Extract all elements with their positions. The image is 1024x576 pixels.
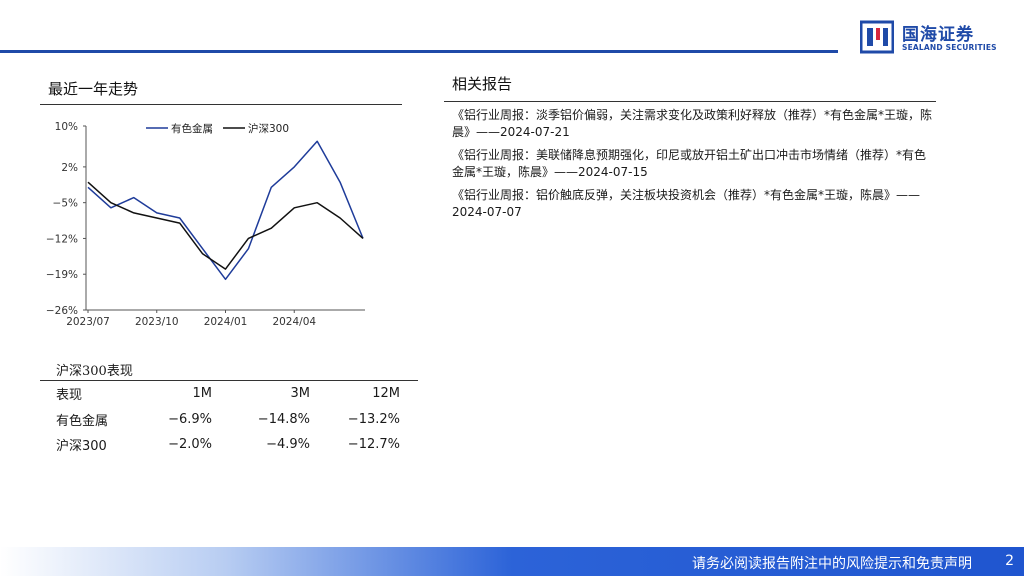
x-tick-label: 2023/07 [66,316,110,328]
performance-top-rule [40,380,418,381]
table-header-cell: 12M [372,386,400,402]
table-cell: −13.2% [347,411,400,427]
trend-chart-svg: 10% 2% −5% −12% −19% −26%2023/07 2023/10 2024/0… [46,121,365,328]
table-cell: −6.9% [168,411,212,427]
table-header-cell: 3M [290,386,311,402]
series-line-nonferrous [87,140,364,281]
table-header-cell: 表现 [56,388,83,404]
footer-bar: 请务必阅读报告附注中的风险提示和免责声明 2 [0,547,1024,576]
report-item: 《铝行业周报：淡季铝价偏弱，关注需求变化及政策利好释放（推荐）*有色金属*王璇，… [452,108,933,139]
table-cell: 沪深300 [56,439,107,455]
legend-label: 沪深300 [248,122,289,135]
table-header-row: 表现 1M 3M 12M [56,381,400,407]
related-reports-title: 相关报告 [452,75,513,93]
logo-chinese-name: 国海证券 [902,25,974,45]
y-tick-label: 10% [55,121,78,133]
x-tick-label: 2023/10 [135,316,179,328]
performance-title: 沪深300表现 [56,364,133,379]
x-tick-label: 2024/01 [204,316,248,328]
y-tick-label: −5% [53,198,78,210]
y-tick-label: −19% [46,269,78,281]
table-row: 沪深300 −2.0% −4.9% −12.7% [56,432,400,458]
page-number: 2 [1005,553,1014,569]
related-reports-list: 《铝行业周报：淡季铝价偏弱，关注需求变化及政策利好释放（推荐）*有色金属*王璇，… [452,107,932,227]
x-tick-label: 2024/04 [272,316,316,328]
y-tick-label: 2% [61,162,78,174]
table-cell: −4.9% [266,437,310,453]
report-item: 《铝行业周报：美联储降息预期强化，印尼或放开铝土矿出口冲击市场情绪（推荐）*有色… [452,148,927,179]
y-tick-label: −12% [46,233,78,245]
legend-label: 有色金属 [171,122,213,135]
series-line-csi300 [87,181,364,270]
table-cell: −2.0% [168,437,212,453]
y-tick-label: −26% [46,305,78,317]
trend-section-title: 最近一年走势 [48,80,139,98]
trend-title-rule [40,104,402,105]
table-header-cell: 1M [192,386,213,402]
performance-table: 表现 1M 3M 12M 有色金属 −6.9% −14.8% −13.2% 沪深… [56,381,400,458]
table-cell: −14.8% [257,411,310,427]
company-logo: 国海证券 SEALAND SECURITIES [860,20,1010,56]
related-title-rule [444,101,936,102]
table-cell: 有色金属 [56,413,109,429]
trend-chart: 10% 2% −5% −12% −19% −26% 2023/07 2023/10 2024/0… [40,112,380,342]
table-row: 有色金属 −6.9% −14.8% −13.2% [56,407,400,433]
table-cell: −12.7% [347,437,400,453]
footer-disclaimer: 请务必阅读报告附注中的风险提示和免责声明 [692,556,972,572]
report-item: 《铝行业周报：铝价触底反弹，关注板块投资机会（推荐）*有色金属*王璇，陈晨》——… [452,188,921,219]
header-rule [0,50,838,53]
logo-mark-icon [860,20,894,54]
logo-english-name: SEALAND SECURITIES [902,43,997,52]
